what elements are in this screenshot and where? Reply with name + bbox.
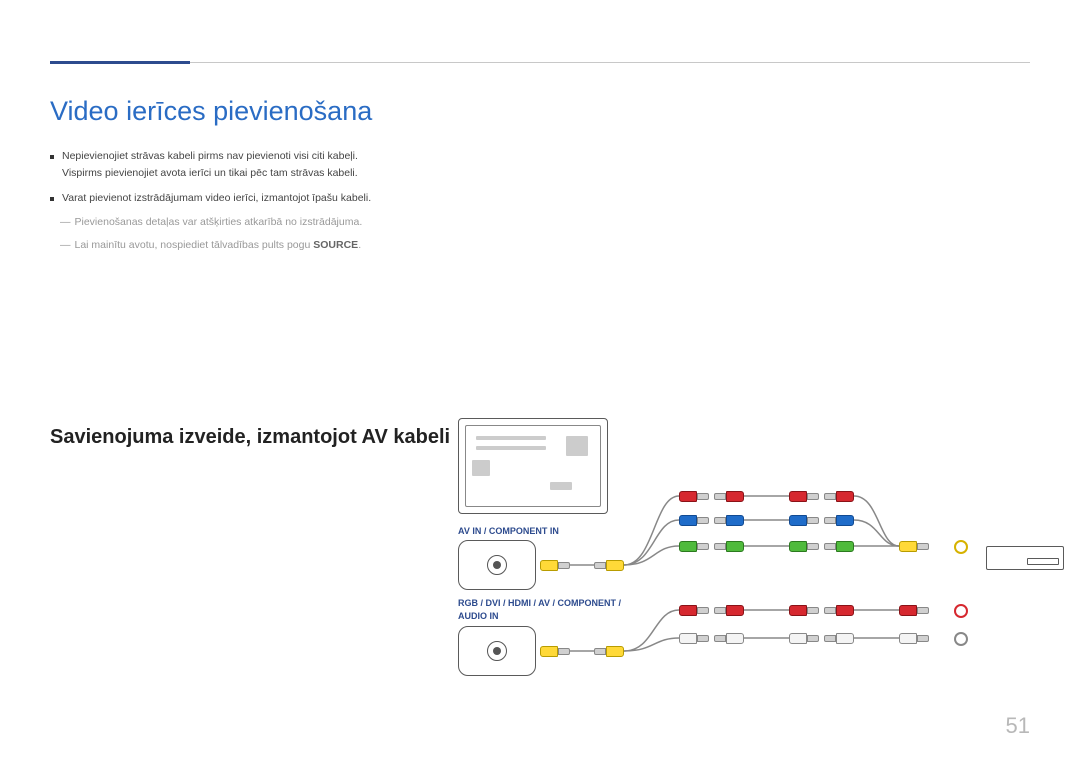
rca-ring-yellow-icon: [954, 540, 968, 554]
plug-red-icon: [679, 490, 709, 503]
plug-red-icon: [789, 490, 819, 503]
bullet-list: Nepievienojiet strāvas kabeli pirms nav …: [50, 148, 371, 208]
note-text: Pievienošanas detaļas var atšķirties atk…: [75, 216, 363, 228]
bullet-icon: [50, 197, 54, 201]
plug-blue-icon: [714, 514, 744, 527]
plug-yellow-icon: [594, 559, 624, 572]
plug-yellow-icon: [899, 540, 929, 553]
list-item: Nepievienojiet strāvas kabeli pirms nav …: [50, 148, 371, 182]
plug-yellow-icon: [540, 559, 570, 572]
plug-green-icon: [679, 540, 709, 553]
footnote: ― Pievienošanas detaļas var atšķirties at…: [60, 216, 362, 228]
bullet-text: Varat pievienot izstrādājumam video ierī…: [62, 190, 371, 207]
dash-icon: ―: [60, 216, 71, 228]
plug-red-icon: [789, 604, 819, 617]
note-text: .: [358, 239, 361, 251]
note-text-bold: SOURCE: [313, 239, 358, 251]
list-item: Varat pievienot izstrādājumam video ierī…: [50, 190, 371, 207]
plug-red-icon: [824, 490, 854, 503]
page-title: Video ierīces pievienošana: [50, 96, 372, 127]
plug-green-icon: [789, 540, 819, 553]
plug-yellow-icon: [594, 645, 624, 658]
rca-ring-white-icon: [954, 632, 968, 646]
plug-red-icon: [824, 604, 854, 617]
plug-white-icon: [789, 632, 819, 645]
plug-white-icon: [899, 632, 929, 645]
plug-white-icon: [679, 632, 709, 645]
dash-icon: ―: [60, 239, 71, 251]
connection-diagram: AV IN / COMPONENT IN RGB / DVI / HDMI / …: [444, 418, 1064, 688]
plug-blue-icon: [824, 514, 854, 527]
plug-red-icon: [899, 604, 929, 617]
bullet-text: Nepievienojiet strāvas kabeli pirms nav …: [62, 148, 358, 165]
plug-blue-icon: [789, 514, 819, 527]
note-text: Lai mainītu avotu, nospiediet tālvadības…: [75, 239, 314, 251]
plug-white-icon: [824, 632, 854, 645]
plug-white-icon: [714, 632, 744, 645]
plug-yellow-icon: [540, 645, 570, 658]
plug-green-icon: [714, 540, 744, 553]
header-accent: [50, 61, 190, 64]
page-number: 51: [1006, 713, 1030, 739]
bullet-icon: [50, 155, 54, 159]
cable-paths: [444, 418, 1064, 688]
bullet-text: Vispirms pievienojiet avota ierīci un ti…: [62, 165, 358, 182]
section-subtitle: Savienojuma izveide, izmantojot AV kabel…: [50, 426, 450, 449]
header-rule: [50, 62, 1030, 63]
plug-green-icon: [824, 540, 854, 553]
rca-ring-red-icon: [954, 604, 968, 618]
footnote: ― Lai mainītu avotu, nospiediet tālvadība…: [60, 239, 361, 251]
plug-red-icon: [679, 604, 709, 617]
plug-blue-icon: [679, 514, 709, 527]
plug-red-icon: [714, 490, 744, 503]
plug-red-icon: [714, 604, 744, 617]
